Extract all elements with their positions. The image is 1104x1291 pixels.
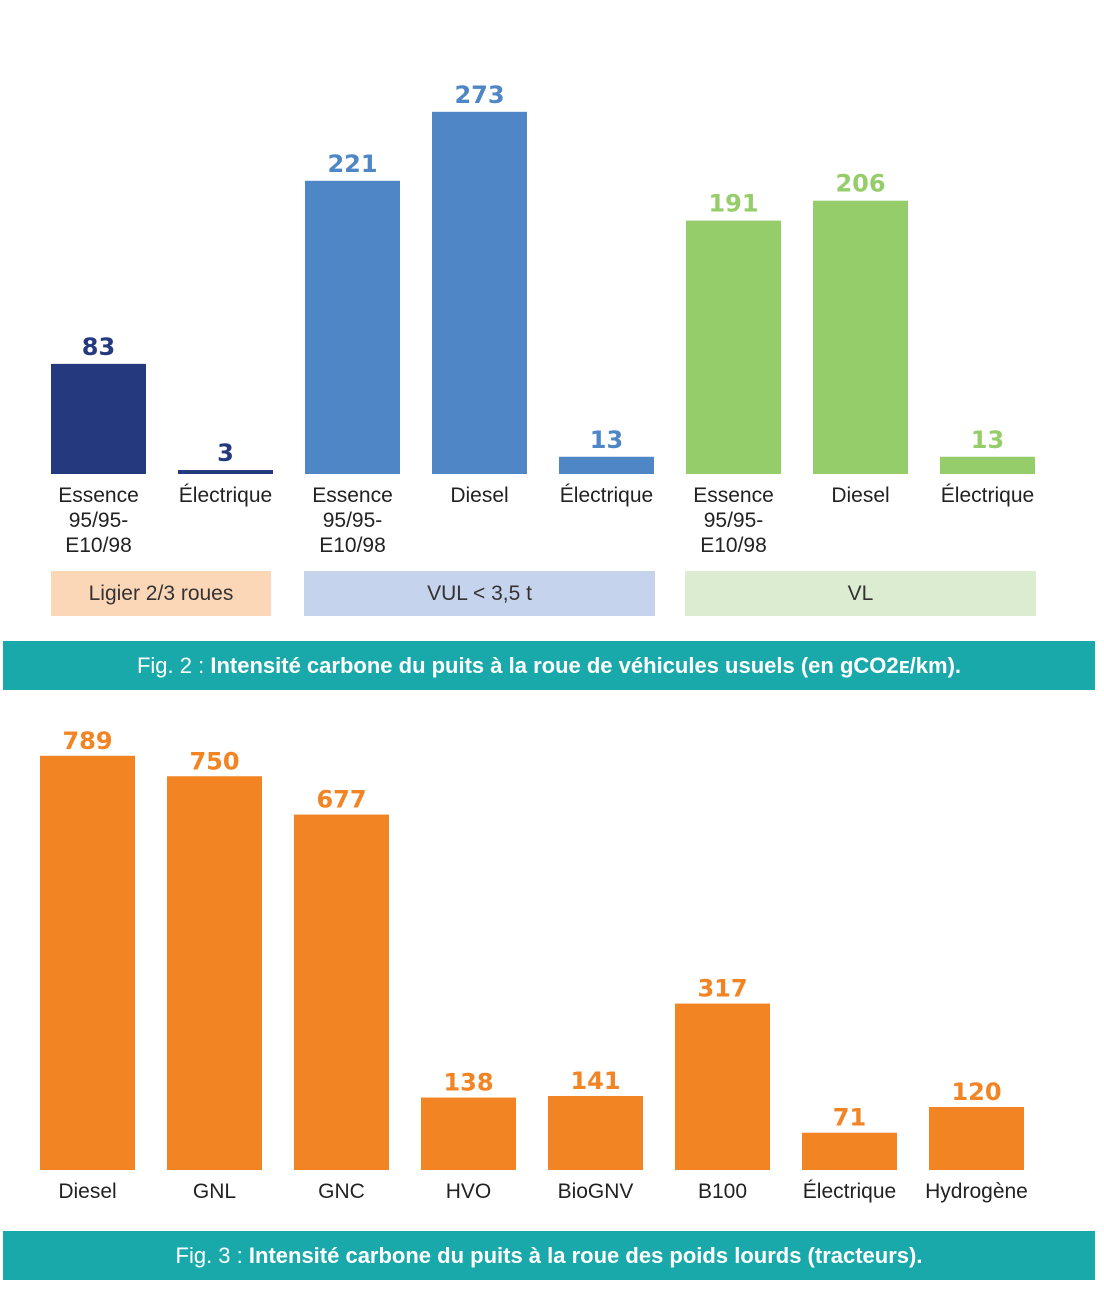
x-tick-label: Essence 95/95-E10/98 bbox=[58, 484, 139, 557]
data-label: 71 bbox=[833, 1104, 866, 1132]
bar bbox=[548, 1095, 643, 1170]
data-label: 789 bbox=[62, 727, 112, 755]
bar bbox=[51, 363, 146, 474]
group-label: Ligier 2/3 roues bbox=[89, 582, 234, 605]
data-label: 13 bbox=[971, 426, 1004, 454]
x-tick-label: B100 bbox=[698, 1180, 747, 1203]
bar bbox=[167, 776, 262, 1170]
data-label: 206 bbox=[835, 170, 885, 198]
group-band bbox=[51, 571, 271, 616]
group-band bbox=[685, 571, 1036, 616]
data-label: 750 bbox=[189, 747, 239, 775]
data-label: 83 bbox=[82, 333, 115, 361]
bar bbox=[813, 200, 908, 474]
bar bbox=[294, 814, 389, 1170]
x-tick-label: Diesel bbox=[58, 1180, 116, 1203]
x-tick-label: Essence 95/95-E10/98 bbox=[693, 484, 774, 557]
x-tick-label: Diesel bbox=[450, 484, 508, 507]
x-tick-label: Électrique bbox=[803, 1180, 896, 1203]
data-label: 138 bbox=[443, 1069, 493, 1097]
data-label: 13 bbox=[590, 426, 623, 454]
data-label: 120 bbox=[951, 1078, 1001, 1106]
x-tick-label: Électrique bbox=[941, 484, 1034, 507]
bar bbox=[686, 220, 781, 474]
group-label: VL bbox=[848, 582, 874, 605]
bar bbox=[559, 456, 654, 474]
group-label: VUL < 3,5 t bbox=[427, 582, 532, 605]
x-tick-label: GNC bbox=[318, 1180, 365, 1203]
x-tick-label: Électrique bbox=[179, 484, 272, 507]
data-label: 191 bbox=[708, 190, 758, 218]
data-label: 141 bbox=[570, 1067, 620, 1095]
bar bbox=[421, 1097, 516, 1170]
figure-3-caption-title: Intensité carbone du puits à la roue des… bbox=[248, 1242, 923, 1268]
data-label: 317 bbox=[697, 975, 747, 1003]
group-band bbox=[304, 571, 655, 616]
bar bbox=[675, 1003, 770, 1170]
x-tick-label: Hydrogène bbox=[925, 1180, 1028, 1203]
x-tick-label: Électrique bbox=[560, 484, 653, 507]
figure-3-caption: Fig. 3 : Intensité carbone du puits à la… bbox=[3, 1231, 1095, 1280]
x-tick-label: BioGNV bbox=[558, 1180, 634, 1203]
figure-2-caption: Fig. 2 : Intensité carbone du puits à la… bbox=[3, 641, 1095, 690]
x-tick-label: Essence 95/95-E10/98 bbox=[312, 484, 393, 557]
figure-3-caption-prefix: Fig. 3 : bbox=[175, 1242, 243, 1268]
x-tick-label: Diesel bbox=[831, 484, 889, 507]
bar bbox=[432, 111, 527, 474]
bar bbox=[178, 470, 273, 474]
bar bbox=[929, 1107, 1024, 1170]
figure-2-caption-title: Intensité carbone du puits à la roue de … bbox=[210, 652, 962, 678]
bar bbox=[802, 1132, 897, 1170]
data-label: 273 bbox=[454, 81, 504, 109]
x-tick-label: GNL bbox=[193, 1180, 236, 1203]
x-tick-label: HVO bbox=[446, 1180, 492, 1203]
figure-2-caption-prefix: Fig. 2 : bbox=[136, 652, 205, 678]
data-label: 677 bbox=[316, 786, 366, 814]
bar bbox=[305, 180, 400, 474]
data-label: 3 bbox=[217, 439, 234, 467]
bar bbox=[40, 755, 135, 1170]
bar bbox=[940, 456, 1035, 474]
data-label: 221 bbox=[327, 150, 377, 178]
